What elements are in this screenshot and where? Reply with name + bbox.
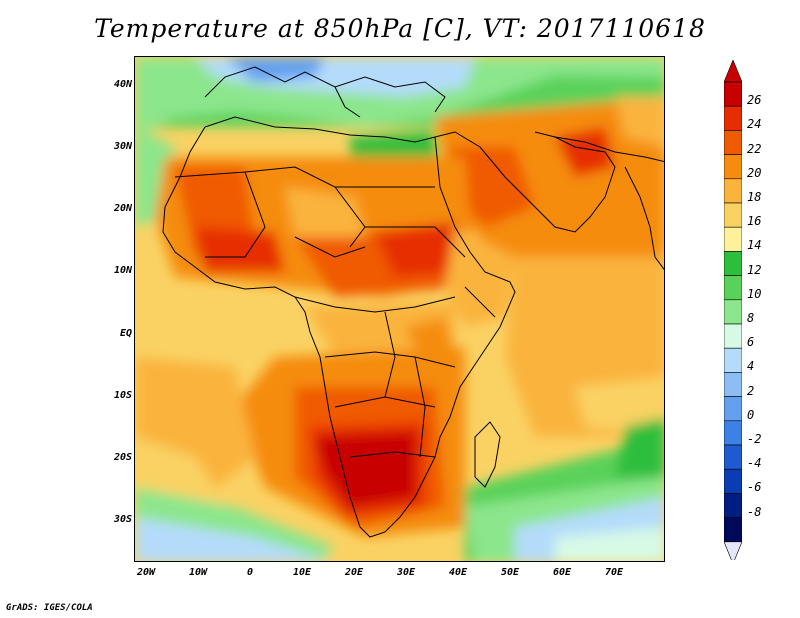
lat-label-40n: 40N	[113, 79, 132, 90]
colorbar-band	[724, 468, 742, 494]
temperature-field	[135, 57, 664, 561]
colorbar-label: 6	[747, 335, 755, 350]
lon-label-60e: 60E	[552, 567, 572, 578]
colorbar-label: -8	[747, 504, 762, 519]
lat-label-eq: EQ	[119, 328, 132, 339]
colorbar-band	[724, 493, 742, 518]
colorbar-label: 10	[747, 286, 762, 301]
colorbar-band	[724, 396, 742, 422]
colorbar-band	[724, 444, 742, 470]
lon-label-70e: 70E	[604, 567, 624, 578]
temperature-map	[135, 57, 664, 561]
credit-text: GrADS: IGES/COLA	[6, 603, 93, 613]
colorbar-label: 20	[747, 165, 762, 180]
lon-label-50e: 50E	[500, 567, 520, 578]
lat-label-30n: 30N	[113, 141, 132, 152]
lat-label-20s: 20S	[113, 452, 132, 463]
colorbar-band	[724, 517, 742, 543]
colorbar-band	[724, 347, 742, 373]
colorbar-band	[724, 154, 742, 180]
lat-label-10s: 10S	[113, 390, 132, 401]
colorbar-label: 22	[747, 141, 762, 156]
colorbar-band	[724, 251, 742, 276]
colorbar-label: 18	[747, 190, 762, 204]
lat-label-10n: 10N	[113, 265, 132, 276]
lon-label-30e: 30E	[396, 567, 416, 578]
colorbar-label: 14	[747, 238, 762, 253]
colorbar-under-triangle	[724, 541, 742, 560]
colorbar-band	[724, 178, 742, 204]
colorbar-label: 0	[747, 407, 755, 422]
colorbar-label: -2	[747, 432, 762, 446]
colorbar-band	[724, 130, 742, 155]
colorbar-band	[724, 275, 742, 301]
colorbar-label: 24	[747, 117, 762, 132]
colorbar-band	[724, 372, 742, 397]
map-panel	[134, 56, 665, 562]
colorbar-band	[724, 420, 742, 446]
lat-label-30s: 30S	[113, 514, 132, 525]
lon-label-20e: 20E	[344, 567, 364, 578]
lat-label-20n: 20N	[113, 203, 132, 214]
colorbar-label: -4	[747, 456, 762, 471]
colorbar-label: 8	[747, 311, 755, 325]
lon-label-20w: 20W	[136, 567, 156, 578]
coastlines	[162, 66, 664, 538]
colorbar-band	[724, 299, 742, 325]
lon-label-10e: 10E	[292, 567, 312, 578]
colorbar-band	[724, 323, 742, 349]
colorbar-band	[724, 202, 742, 228]
colorbar-band	[724, 105, 742, 131]
colorbar-label: 2	[747, 383, 755, 398]
colorbar-label: 26	[747, 93, 762, 108]
colorbar-over-triangle	[724, 60, 742, 83]
colorbar-band	[724, 226, 742, 252]
lon-label-0: 0	[246, 567, 254, 578]
colorbar-label: 4	[747, 359, 755, 374]
colorbar-label: -6	[747, 480, 762, 495]
colorbar-label: 12	[747, 262, 762, 277]
colorbar-label: 16	[747, 214, 762, 229]
colorbar-band	[724, 81, 742, 107]
lon-label-10w: 10W	[188, 567, 208, 578]
colorbar	[724, 60, 742, 560]
lon-label-40e: 40E	[448, 567, 468, 578]
map-title: Temperature at 850hPa [C], VT: 201711061…	[94, 14, 706, 43]
